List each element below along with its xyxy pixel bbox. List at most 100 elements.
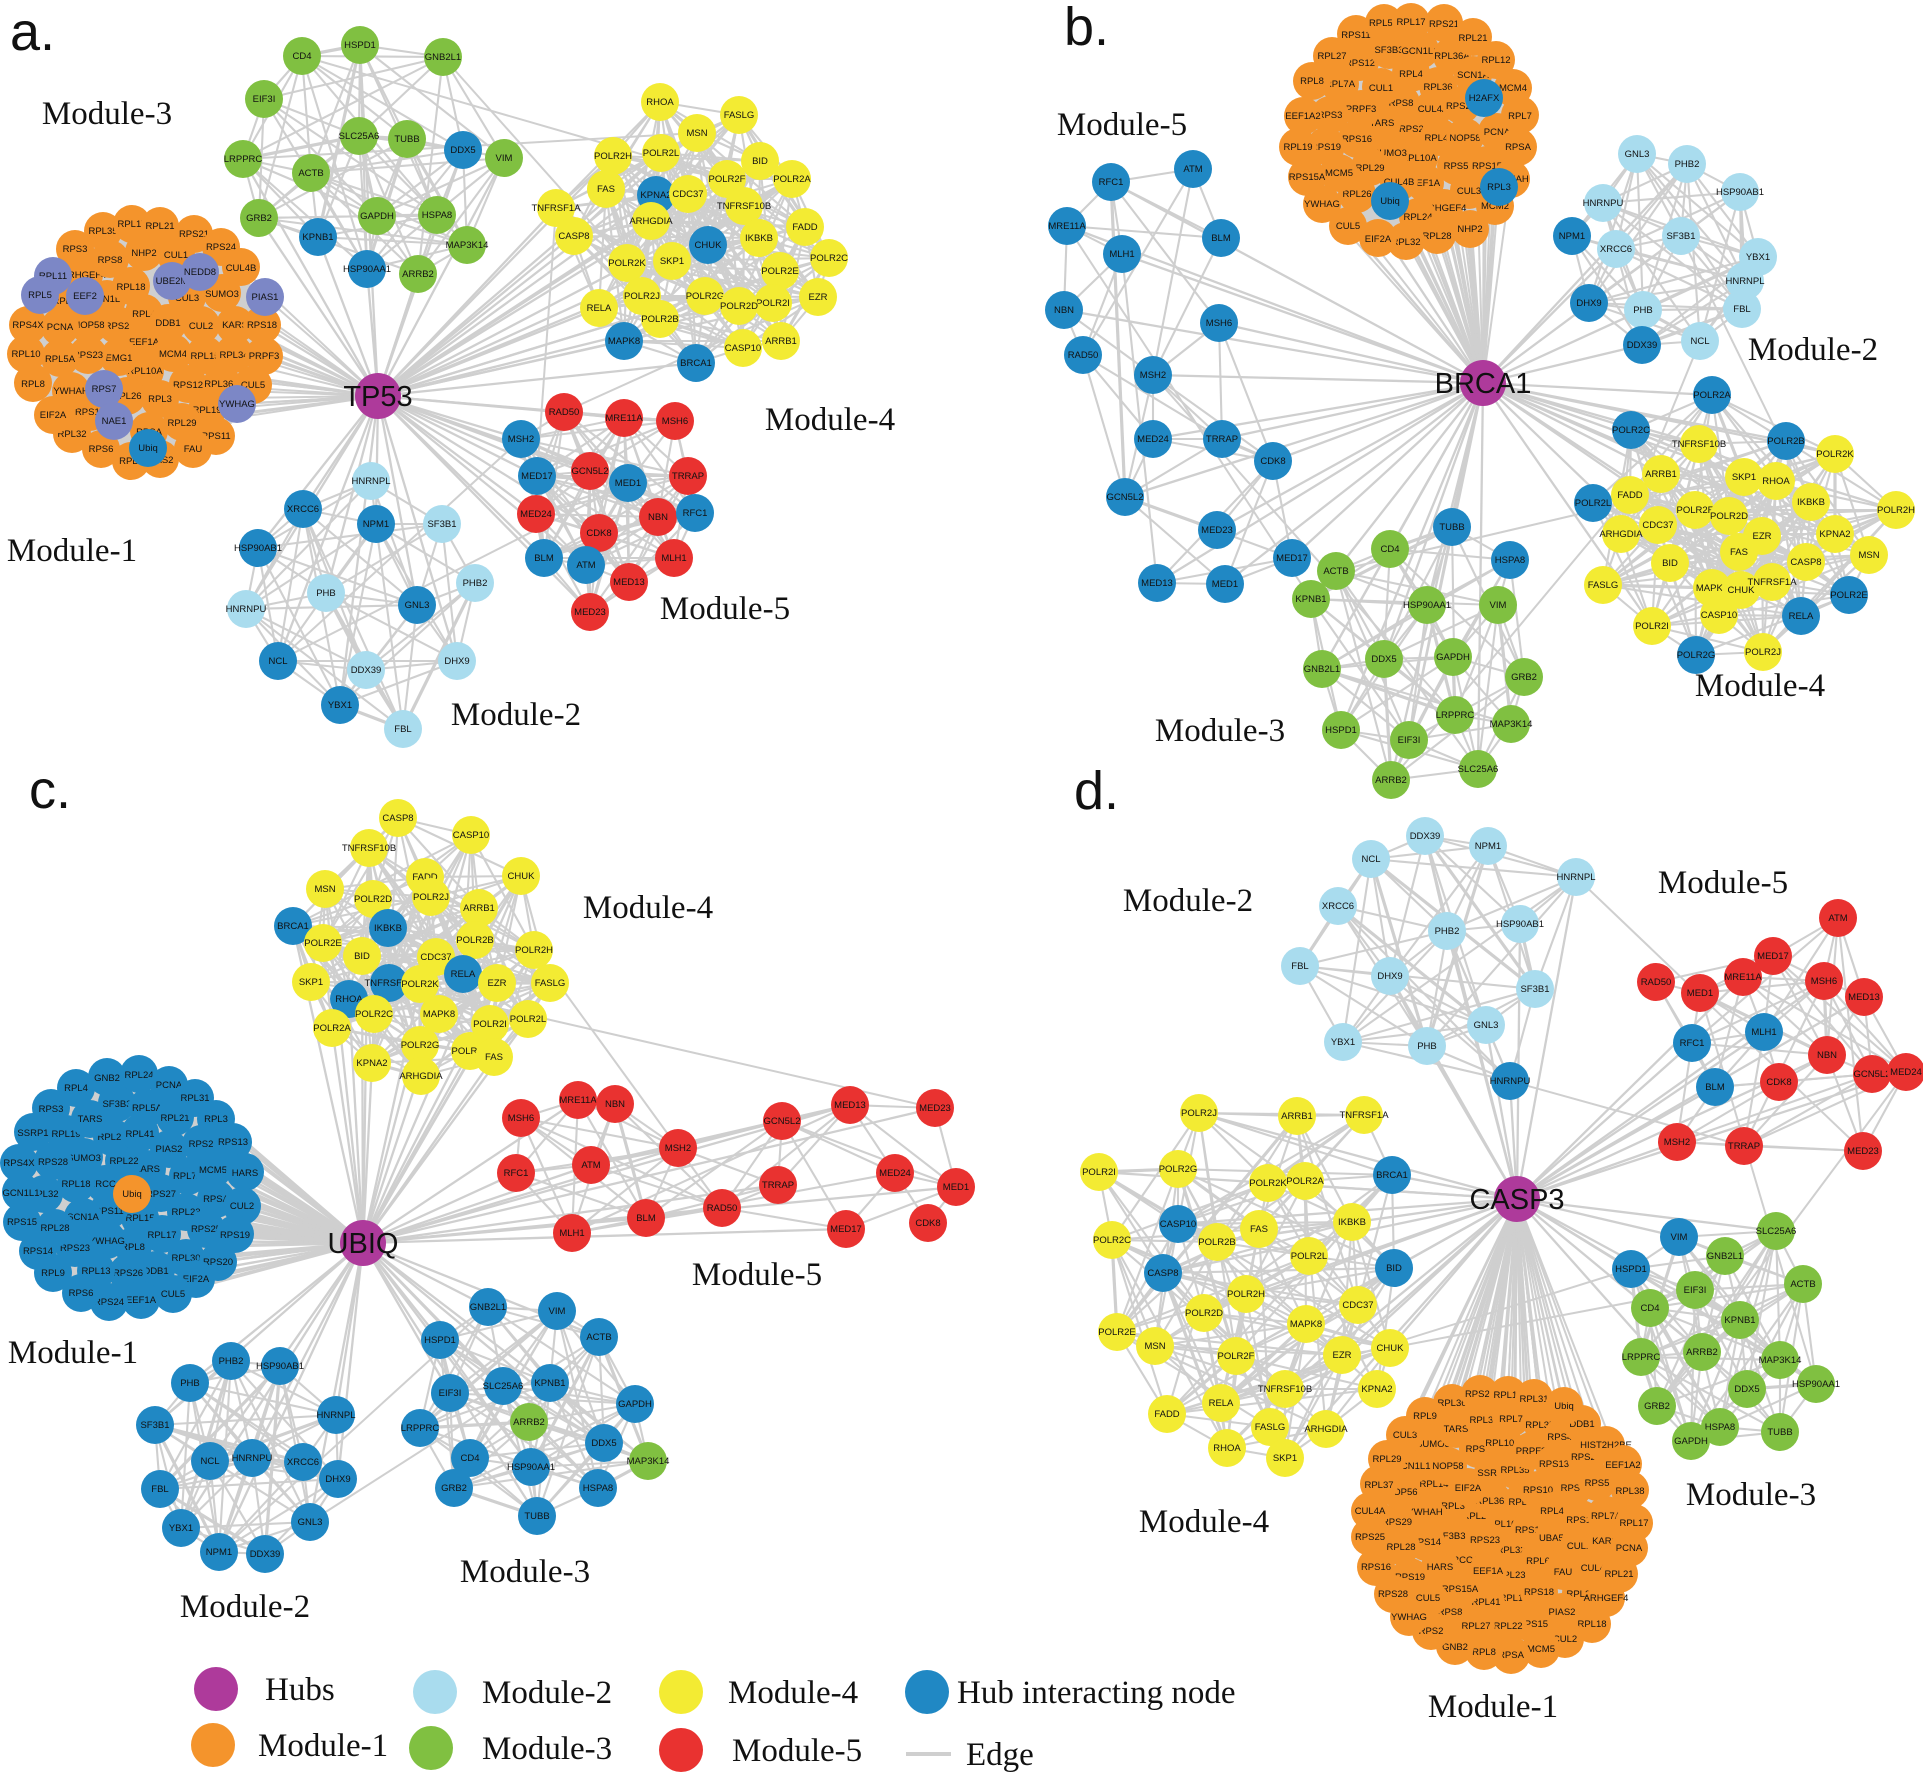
svg-text:RPL12: RPL12: [1493, 1390, 1522, 1401]
svg-text:PIAS2: PIAS2: [156, 1144, 183, 1155]
svg-text:CDK8: CDK8: [1766, 1077, 1791, 1088]
svg-text:KARS: KARS: [222, 320, 248, 331]
svg-text:RPS15: RPS15: [7, 1217, 37, 1228]
svg-text:RPL41: RPL41: [1424, 133, 1453, 144]
svg-text:POLR2L: POLR2L: [1291, 1251, 1327, 1262]
svg-text:RPS20: RPS20: [203, 1257, 233, 1268]
svg-text:BRCA1: BRCA1: [1376, 1170, 1408, 1181]
svg-text:MED17: MED17: [521, 471, 553, 482]
svg-text:RPS24: RPS24: [206, 242, 236, 253]
svg-text:RPL5A: RPL5A: [45, 354, 76, 365]
svg-text:RPL17: RPL17: [147, 1230, 176, 1241]
svg-text:RPS11: RPS11: [94, 1206, 123, 1217]
svg-text:NOP58: NOP58: [1449, 133, 1480, 144]
svg-text:CASP10: CASP10: [453, 830, 489, 841]
svg-text:UBE2M: UBE2M: [156, 276, 189, 287]
svg-text:FAU: FAU: [184, 444, 203, 455]
svg-text:RPS27: RPS27: [146, 1189, 176, 1200]
svg-text:GCN5L2: GCN5L2: [1107, 492, 1144, 503]
svg-text:HNRNPU: HNRNPU: [1490, 1076, 1531, 1087]
svg-text:SSRP1: SSRP1: [17, 1128, 48, 1139]
svg-text:RAD50: RAD50: [1068, 350, 1099, 361]
svg-text:BRCA1: BRCA1: [277, 921, 309, 932]
svg-text:HSP90AA1: HSP90AA1: [507, 1462, 555, 1473]
svg-text:RPL31: RPL31: [1519, 1394, 1548, 1405]
svg-text:EIF3I: EIF3I: [1684, 1285, 1707, 1296]
svg-text:RPS18: RPS18: [247, 320, 277, 331]
svg-text:RPL4: RPL4: [64, 1083, 88, 1094]
svg-text:GNL3: GNL3: [1474, 1020, 1499, 1031]
svg-text:MED17: MED17: [830, 1224, 862, 1235]
svg-text:CDK8: CDK8: [1260, 456, 1285, 467]
svg-text:RPS14: RPS14: [1411, 1537, 1441, 1548]
svg-text:NHP2: NHP2: [1457, 224, 1482, 235]
svg-text:Module-3: Module-3: [1686, 1477, 1816, 1513]
svg-text:XRCC6: XRCC6: [1322, 901, 1354, 912]
svg-text:VIM: VIM: [1490, 600, 1507, 611]
svg-text:CASP10: CASP10: [1160, 1219, 1196, 1230]
svg-text:RPS7: RPS7: [92, 384, 117, 395]
svg-text:RPS6: RPS6: [1466, 1444, 1491, 1455]
svg-text:RPS4X: RPS4X: [12, 320, 44, 331]
svg-text:GNB2L1: GNB2L1: [1707, 1251, 1743, 1262]
svg-text:RPS8: RPS8: [1438, 1607, 1463, 1618]
svg-text:RPL13: RPL13: [81, 1266, 110, 1277]
svg-text:POLR2I: POLR2I: [473, 1019, 507, 1030]
svg-text:EIF2A: EIF2A: [1455, 1483, 1482, 1494]
svg-text:NCL: NCL: [268, 656, 287, 667]
svg-text:RFC1: RFC1: [1680, 1038, 1705, 1049]
svg-text:ARHGEF4: ARHGEF4: [1584, 1593, 1629, 1604]
svg-text:RPL3: RPL3: [1441, 1501, 1465, 1512]
svg-text:GNB2L1: GNB2L1: [470, 1302, 506, 1313]
svg-text:MRE11A: MRE11A: [559, 1095, 597, 1106]
svg-text:GAPDH: GAPDH: [1674, 1436, 1708, 1447]
svg-text:NPM1: NPM1: [363, 519, 389, 530]
svg-text:HARS: HARS: [1427, 1562, 1453, 1573]
svg-text:RPL7: RPL7: [1508, 111, 1532, 122]
svg-text:TNFRSF1A: TNFRSF1A: [1747, 577, 1797, 588]
svg-text:CDC37: CDC37: [1642, 520, 1673, 531]
svg-text:RPL15: RPL15: [125, 1213, 154, 1224]
svg-text:PHB: PHB: [1417, 1041, 1437, 1052]
svg-text:RPL6: RPL6: [1526, 1556, 1550, 1567]
svg-text:MSH6: MSH6: [1206, 318, 1232, 329]
svg-text:DHX9: DHX9: [325, 1474, 350, 1485]
svg-text:YBX1: YBX1: [169, 1523, 193, 1534]
svg-text:MED23: MED23: [919, 1103, 951, 1114]
svg-text:POLR2F: POLR2F: [1218, 1351, 1255, 1362]
svg-text:GAPDH: GAPDH: [618, 1399, 652, 1410]
svg-text:MSH2: MSH2: [1140, 370, 1166, 381]
svg-text:RPS29: RPS29: [1382, 1517, 1412, 1528]
svg-text:EIF3I: EIF3I: [1398, 735, 1421, 746]
svg-text:POLR2H: POLR2H: [594, 151, 632, 162]
svg-text:BLM: BLM: [1211, 233, 1231, 244]
svg-text:MCM5: MCM5: [199, 1165, 227, 1176]
svg-text:SLC25A6: SLC25A6: [1458, 764, 1499, 775]
svg-text:CD4: CD4: [1640, 1303, 1659, 1314]
svg-text:RPS23: RPS23: [73, 350, 103, 361]
svg-text:HSPD1: HSPD1: [1325, 725, 1357, 736]
svg-text:RPS21: RPS21: [179, 229, 209, 240]
svg-text:MAPK8: MAPK8: [1696, 583, 1728, 594]
svg-text:EIF2A: EIF2A: [40, 410, 67, 421]
svg-text:NEDD8: NEDD8: [184, 267, 216, 278]
svg-text:RPL9: RPL9: [41, 1268, 65, 1279]
svg-text:Module-1: Module-1: [258, 1728, 388, 1764]
svg-text:NBN: NBN: [1817, 1050, 1837, 1061]
svg-text:RPS24: RPS24: [1446, 101, 1476, 112]
svg-text:CUL1: CUL1: [164, 250, 188, 261]
svg-text:RPL26: RPL26: [112, 391, 141, 402]
svg-text:RPL12: RPL12: [1481, 55, 1510, 66]
svg-text:BLM: BLM: [534, 553, 554, 564]
svg-text:RPS28: RPS28: [1378, 1589, 1408, 1600]
svg-text:TARS: TARS: [1444, 1424, 1469, 1435]
svg-text:RFC1: RFC1: [683, 508, 708, 519]
svg-text:POLR2D: POLR2D: [720, 301, 758, 312]
svg-text:NPM1: NPM1: [1559, 231, 1585, 242]
svg-text:ATM: ATM: [576, 560, 595, 571]
svg-text:DHX9: DHX9: [1576, 298, 1601, 309]
svg-text:RPL30: RPL30: [171, 1253, 200, 1264]
svg-text:RELA: RELA: [1209, 1398, 1234, 1409]
svg-text:RPS13: RPS13: [1539, 1459, 1569, 1470]
svg-text:POLR2I: POLR2I: [1082, 1167, 1116, 1178]
